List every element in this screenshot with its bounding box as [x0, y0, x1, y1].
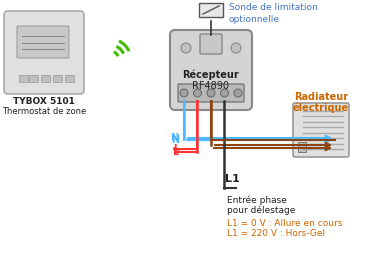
FancyBboxPatch shape — [65, 75, 74, 83]
Text: N: N — [170, 133, 178, 143]
Circle shape — [207, 89, 215, 97]
FancyBboxPatch shape — [178, 84, 244, 102]
FancyBboxPatch shape — [19, 75, 28, 83]
FancyBboxPatch shape — [293, 103, 349, 157]
Circle shape — [231, 43, 241, 53]
Text: L: L — [173, 144, 179, 154]
Circle shape — [193, 89, 202, 97]
Text: Thermostat de zone: Thermostat de zone — [2, 106, 86, 116]
Text: L: L — [172, 147, 178, 157]
Bar — [199, 3, 223, 17]
FancyBboxPatch shape — [42, 75, 50, 83]
FancyBboxPatch shape — [53, 75, 62, 83]
Circle shape — [234, 89, 242, 97]
Text: pour délestage: pour délestage — [227, 205, 296, 215]
FancyBboxPatch shape — [170, 30, 252, 110]
FancyBboxPatch shape — [4, 11, 84, 94]
Text: électrique: électrique — [293, 103, 349, 113]
Text: Récepteur: Récepteur — [183, 70, 239, 80]
Text: L1 = 220 V : Hors-Gel: L1 = 220 V : Hors-Gel — [227, 230, 326, 239]
Circle shape — [181, 43, 191, 53]
Text: TYBOX 5101: TYBOX 5101 — [13, 97, 75, 105]
Text: RF4890: RF4890 — [193, 81, 230, 91]
FancyBboxPatch shape — [17, 26, 69, 58]
Text: L1 = 0 V : Allure en cours: L1 = 0 V : Allure en cours — [227, 219, 343, 229]
Text: Entrée phase: Entrée phase — [227, 195, 287, 205]
Text: Sonde de limitation: Sonde de limitation — [229, 4, 318, 12]
Text: L1: L1 — [226, 174, 240, 184]
Text: N: N — [171, 135, 179, 145]
Text: Radiateur: Radiateur — [294, 92, 348, 102]
Text: optionnelle: optionnelle — [229, 14, 280, 24]
Bar — [298, 142, 306, 152]
FancyBboxPatch shape — [200, 34, 222, 54]
Circle shape — [221, 89, 229, 97]
FancyBboxPatch shape — [30, 75, 39, 83]
Circle shape — [180, 89, 188, 97]
